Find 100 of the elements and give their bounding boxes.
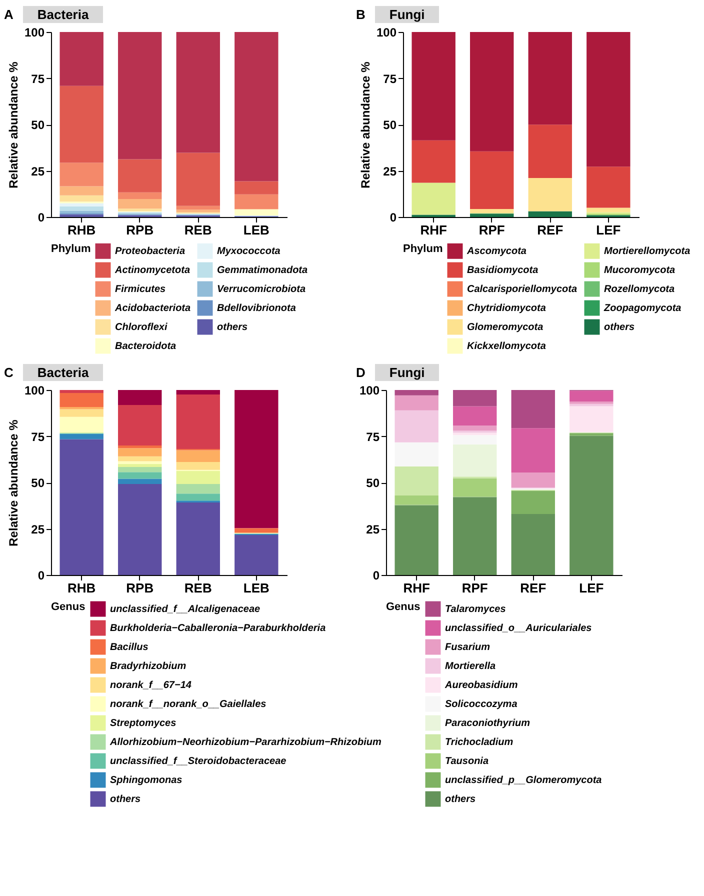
- bar: [60, 206, 104, 211]
- legend-label: Aureobasidium: [444, 680, 518, 691]
- legend-label: Talaromyces: [445, 604, 506, 615]
- y-tick-label: 100: [376, 26, 397, 40]
- y-tick-label: 25: [31, 164, 45, 178]
- y-axis-title: Relative abundance %: [358, 61, 372, 188]
- legend-label: unclassified_p__Glomeromycota: [445, 775, 602, 786]
- y-tick-label: 100: [24, 384, 45, 398]
- bar: [118, 448, 162, 456]
- bar: [234, 210, 278, 216]
- legend-label: Bacillus: [110, 642, 149, 653]
- bar: [176, 502, 220, 575]
- legend-title: Phylum: [403, 243, 443, 255]
- bar: [453, 497, 497, 575]
- bar: [453, 478, 497, 497]
- legend-label: Tausonia: [445, 756, 489, 767]
- legend-label: Verrucomicrobiota: [217, 284, 306, 295]
- legend-label: Zoopagomycota: [603, 303, 682, 314]
- bar: [60, 32, 104, 86]
- legend-title: Phylum: [51, 243, 91, 255]
- chart-title: Fungi: [375, 6, 439, 22]
- bar: [60, 416, 104, 432]
- y-tick-label: 0: [372, 568, 380, 582]
- x-tick-label: LEB: [243, 222, 270, 238]
- bar: [118, 461, 162, 464]
- bar: [176, 394, 220, 450]
- legend-label: unclassified_f__Alcaligenaceae: [110, 604, 261, 615]
- bar: [60, 86, 104, 163]
- legend-label: Mucoromycota: [604, 265, 676, 276]
- bar: [570, 404, 614, 406]
- legend-label: Chytridiomycota: [467, 303, 546, 314]
- legend-label: Fusarium: [445, 642, 490, 653]
- legend-label: Bradyrhizobium: [110, 661, 186, 672]
- y-tick-label: 25: [383, 164, 397, 178]
- bar: [528, 32, 572, 125]
- x-tick-label: RPF: [478, 222, 505, 238]
- y-tick-label: 25: [31, 522, 45, 536]
- bar: [118, 192, 162, 200]
- bar: [511, 490, 555, 514]
- bar: [234, 181, 278, 194]
- bar: [60, 210, 104, 214]
- x-tick-label: LEB: [243, 580, 270, 596]
- bar: [60, 409, 104, 417]
- legend-label: Proteobacteria: [115, 246, 186, 258]
- legend-label: others: [445, 794, 476, 805]
- bar: [394, 495, 438, 505]
- text: B: [356, 6, 366, 22]
- bar: [118, 484, 162, 575]
- bar: [118, 478, 162, 484]
- y-tick-label: 0: [390, 210, 397, 224]
- legend-label: Bdellovibrionota: [217, 303, 296, 314]
- y-tick-label: 50: [31, 118, 45, 132]
- bar: [176, 390, 220, 394]
- legend-label: Calcarisporiellomycota: [467, 284, 578, 295]
- y-tick-label: 0: [38, 568, 45, 582]
- text: A: [4, 6, 14, 22]
- y-tick-label: 100: [359, 384, 380, 398]
- text: D: [356, 364, 366, 380]
- x-tick-label: RPB: [126, 222, 154, 238]
- legend-label: others: [217, 322, 248, 333]
- bar: [470, 32, 514, 152]
- legend-title: Genus: [386, 601, 420, 613]
- bar: [234, 528, 278, 533]
- bar: [118, 472, 162, 479]
- legend-label: Chloroflexi: [115, 322, 168, 333]
- bar: [118, 159, 162, 192]
- bar: [176, 450, 220, 462]
- legend-label: Solicoccozyma: [445, 699, 518, 710]
- legend-label: unclassified_f__Steroidobacteraceae: [110, 756, 287, 767]
- bar: [60, 390, 104, 393]
- bar: [470, 214, 514, 217]
- legend-label: Basidiomycota: [467, 265, 539, 276]
- bar: [118, 199, 162, 209]
- chart-title: Bacteria: [23, 364, 103, 380]
- bar: [394, 395, 438, 410]
- legend-label: Gemmatimonadota: [217, 265, 308, 276]
- bar: [118, 464, 162, 467]
- bar: [60, 214, 104, 217]
- bar: [118, 208, 162, 212]
- bar: [412, 140, 456, 183]
- y-tick-label: 25: [366, 522, 380, 536]
- legend-label: Streptomyces: [110, 718, 177, 729]
- legend-label: Paraconiothyrium: [445, 718, 530, 729]
- bar: [234, 535, 278, 575]
- x-tick-label: LEF: [579, 580, 604, 596]
- chart-title: Fungi: [375, 364, 439, 380]
- legend-label: Allorhizobium−Neorhizobium−Pararhizobium−Rhizobium: [109, 737, 382, 748]
- legend-label: Glomeromycota: [467, 322, 544, 333]
- legend-label: Mortierella: [445, 661, 496, 672]
- bar: [570, 436, 614, 575]
- bar: [60, 195, 104, 202]
- bar: [60, 392, 104, 408]
- legend-label: Myxococcota: [217, 246, 281, 258]
- bar: [176, 152, 220, 206]
- y-axis-title: Relative abundance %: [6, 419, 20, 546]
- bar: [118, 456, 162, 462]
- x-tick-label: RHF: [420, 222, 448, 238]
- bar: [586, 32, 630, 167]
- legend-label: Rozellomycota: [604, 284, 676, 295]
- bar: [176, 484, 220, 494]
